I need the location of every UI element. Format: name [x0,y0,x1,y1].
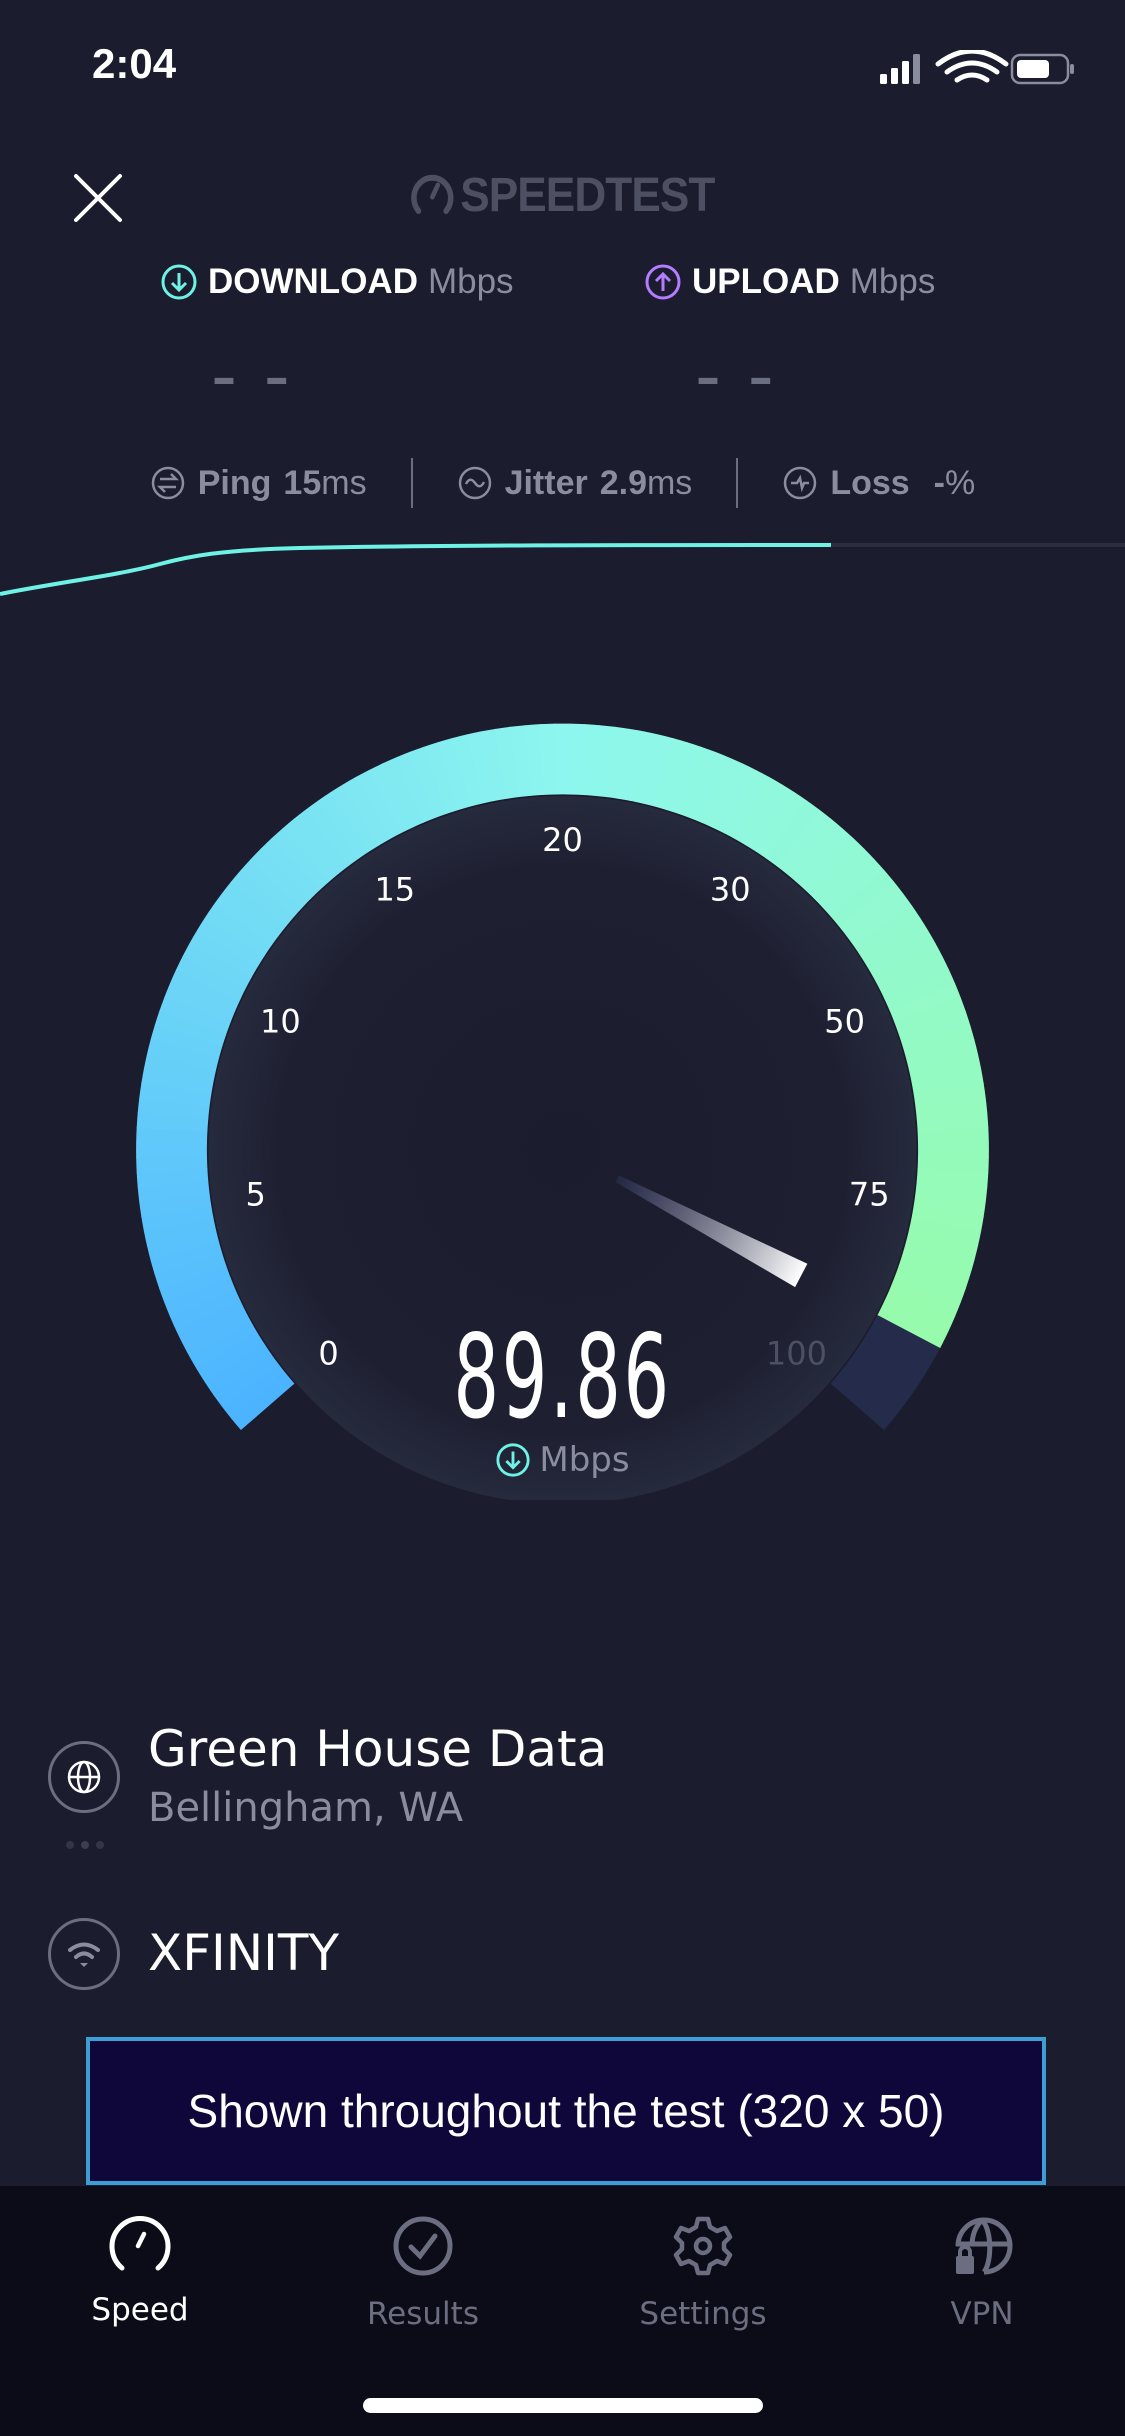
globe-lock-icon [955,2217,1013,2275]
ad-banner[interactable]: Shown throughout the test (320 x 50) [86,2037,1046,2185]
gauge-progress-segment [918,1142,989,1158]
gauge-needle [615,1175,808,1288]
tab-label: Settings [639,2296,767,2332]
speed-graph-line [0,543,832,596]
jitter-label: Jitter [504,463,588,502]
tab-label: Results [367,2296,479,2332]
download-icon [161,264,197,300]
download-label: DOWNLOAD [208,262,418,301]
wifi-icon [935,50,1009,83]
current-speed-unit: Mbps [0,1440,1125,1480]
jitter-icon [458,466,491,500]
tab-speed[interactable]: Speed [40,2214,240,2328]
server-name[interactable]: Green House Data [148,1720,608,1778]
home-indicator[interactable] [363,2398,763,2413]
jitter-value: 2.9ms [600,464,693,503]
tab-settings[interactable]: Settings [603,2214,803,2332]
wifi-icon [68,1942,100,1967]
battery-icon [1010,53,1074,85]
speedometer-icon [109,2216,171,2271]
cellular-signal-icon [880,54,920,84]
gear-icon [673,2216,733,2276]
isp-name: XFINITY [148,1924,339,1982]
metrics-row: Ping 15ms Jitter 2.9ms Loss -% [0,458,1125,508]
tab-bar: Speed Results Settings VPN [0,2186,1125,2436]
loss-icon [784,466,817,500]
gauge-tick-label: 50 [824,1002,865,1040]
ping-icon [151,466,184,500]
gauge-tick-label: 10 [260,1002,301,1040]
jitter-unit: ms [646,463,693,502]
isp-icon-wrap [48,1918,120,1990]
tab-label: Speed [91,2292,189,2328]
gauge-face [208,796,917,1500]
tab-label: VPN [950,2296,1014,2332]
ping-number: 15 [283,463,322,502]
gauge-tick-label: 30 [710,870,751,908]
ping-label: Ping [197,463,272,502]
jitter-metric: Jitter 2.9ms [413,464,737,503]
speedtest-logo: SPEEDTEST [45,168,1080,223]
server-button[interactable] [48,1741,120,1813]
speed-graph [0,543,1125,596]
upload-label: UPLOAD [692,262,840,301]
loss-label: Loss [830,463,910,502]
gauge-tick-label: 5 [246,1175,266,1213]
gauge-tick-label: 100 [766,1334,827,1372]
server-location: Bellingham, WA [148,1785,464,1831]
loss-metric: Loss -% [738,464,1019,503]
gauge-tick-label: 75 [849,1175,890,1213]
gauge-tick-label: 20 [542,821,583,859]
more-dots-icon [66,1841,104,1849]
speed-gauge: 0 5 10 15 20 30 50 75 100 [136,723,989,1500]
gauge-remaining-segment [830,1315,941,1431]
current-speed: 89.86 [453,1310,672,1445]
checkmark-circle-icon [393,2216,453,2276]
gauge-progress-segment [554,723,571,795]
logo-text: SPEEDTEST [460,169,715,222]
ping-metric: Ping 15ms [106,464,411,503]
close-icon[interactable] [72,172,124,224]
upload-header: UPLOAD Mbps [644,262,935,302]
status-time: 2:04 [92,40,177,87]
gauge-tick-label: 0 [318,1334,338,1372]
loss-unit: % [945,463,976,502]
loss-value: -% [934,464,976,503]
download-value: – – [212,350,295,406]
upload-unit: Mbps [849,262,936,301]
download-header: DOWNLOAD Mbps [160,262,514,302]
ad-text: Shown throughout the test (320 x 50) [187,2085,945,2137]
divider [410,458,413,508]
gauge-progress-segment [136,1142,207,1158]
upload-value: – – [696,350,779,406]
ping-value: 15ms [283,464,366,503]
download-icon [496,1443,530,1477]
tab-vpn[interactable]: VPN [882,2214,1082,2332]
tab-results[interactable]: Results [323,2214,523,2332]
download-unit: Mbps [427,262,514,301]
unit-label: Mbps [539,1440,630,1480]
globe-icon [67,1760,101,1794]
loss-number: - [933,463,945,502]
divider [736,458,739,508]
jitter-number: 2.9 [599,463,647,502]
upload-icon [645,264,681,300]
ping-unit: ms [321,463,367,502]
status-icons [880,50,1074,85]
gauge-tick-label: 15 [374,870,415,908]
speedometer-icon [411,174,454,214]
